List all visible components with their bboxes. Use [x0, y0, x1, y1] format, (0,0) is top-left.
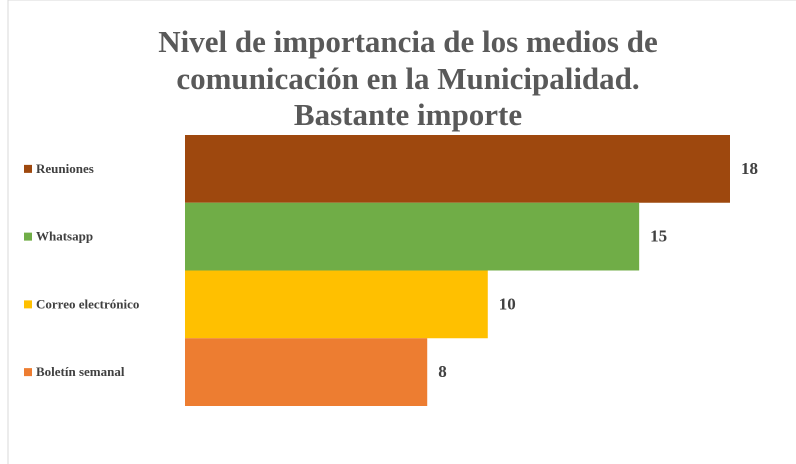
category-label: Whatsapp: [36, 229, 93, 244]
data-label: 8: [438, 362, 447, 381]
chart-title: Nivel de importancia de los medios de: [158, 24, 657, 59]
chart-title: comunicación en la Municipalidad.: [176, 61, 639, 96]
bar: [185, 338, 428, 406]
data-label: 18: [741, 159, 758, 178]
category-label: Correo electrónico: [36, 296, 139, 311]
category-label: Reuniones: [36, 161, 94, 176]
data-label: 15: [650, 227, 667, 246]
data-label: 10: [499, 294, 516, 313]
bar: [185, 135, 730, 203]
category-label: Boletín semanal: [36, 364, 125, 379]
bar: [185, 202, 640, 271]
legend-swatch: [24, 232, 32, 241]
bar: [185, 270, 488, 339]
legend-swatch: [24, 300, 32, 309]
legend-swatch: [24, 164, 32, 173]
chart-title: Bastante importe: [294, 97, 522, 132]
legend-swatch: [24, 368, 32, 377]
